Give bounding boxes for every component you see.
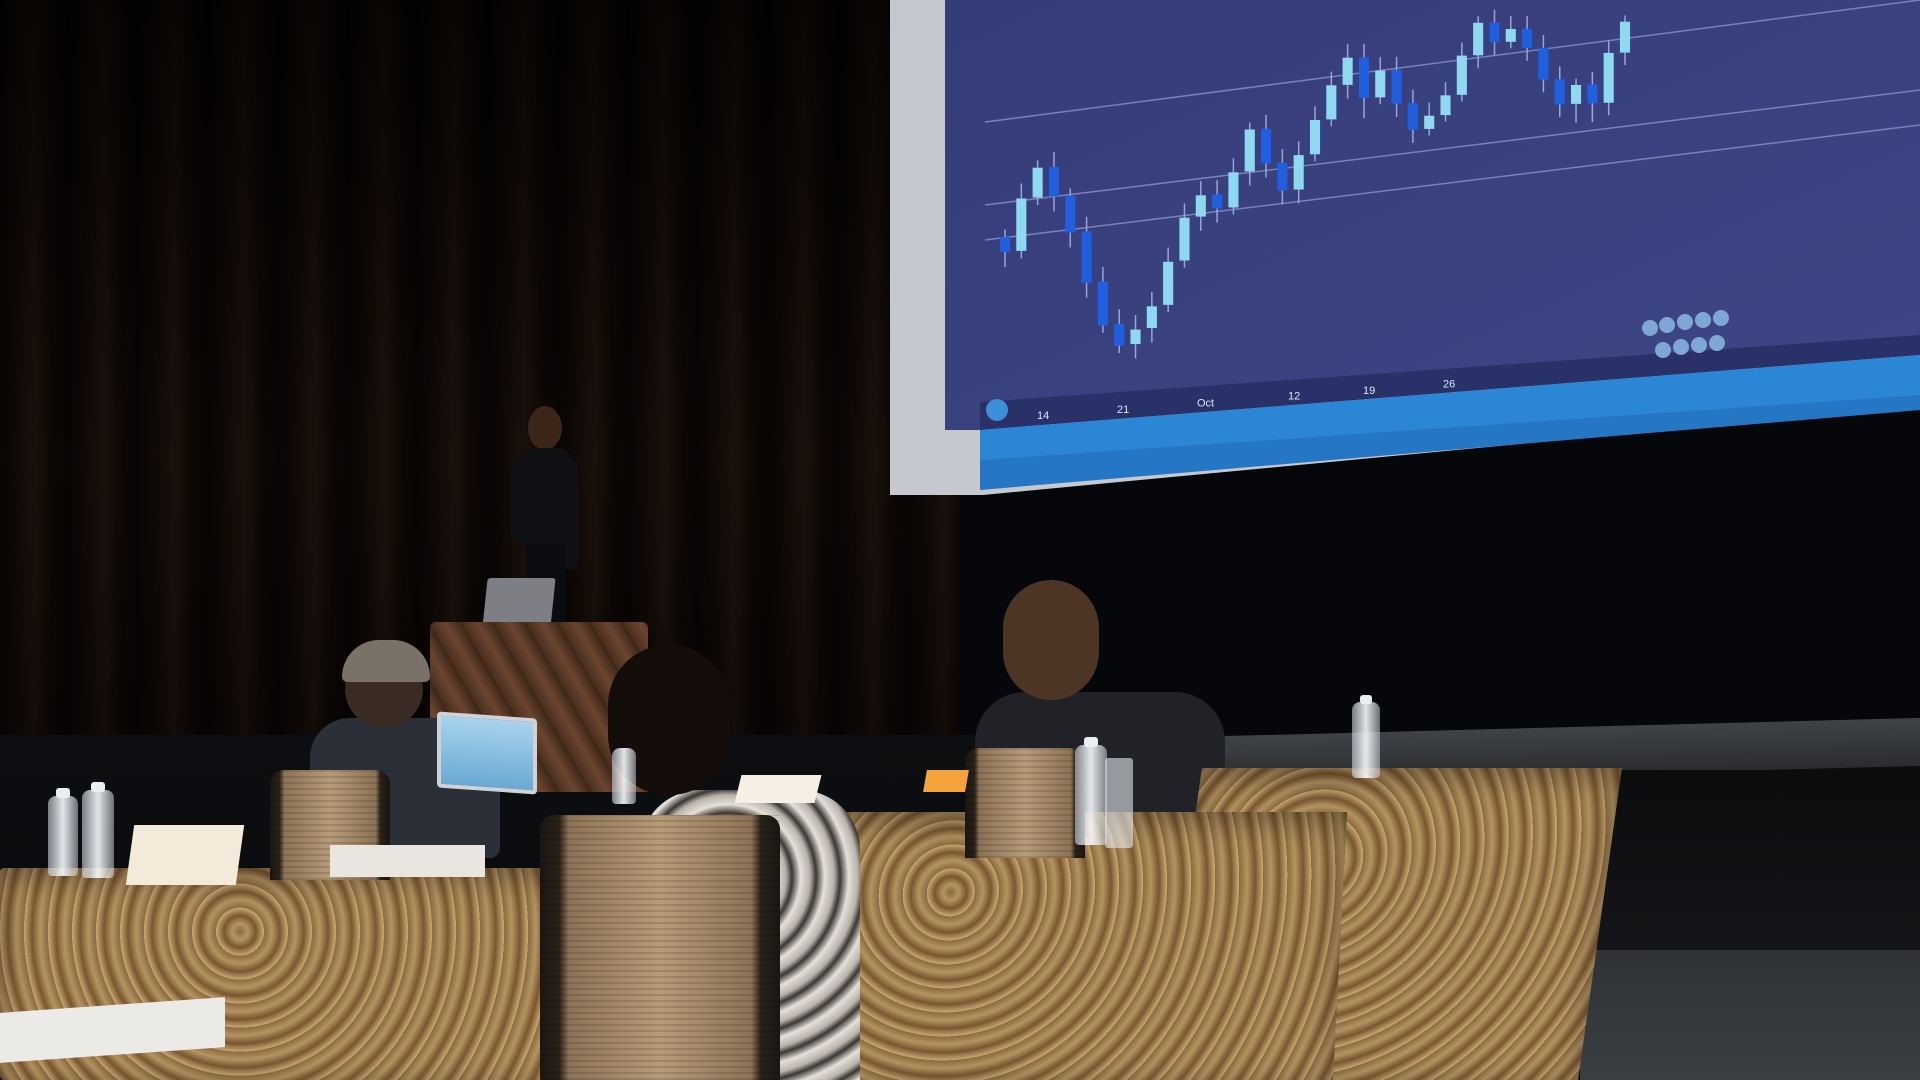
time-axis-band bbox=[980, 335, 1920, 430]
candle-body bbox=[1293, 155, 1304, 190]
name-tent bbox=[734, 775, 822, 803]
candle-body bbox=[1554, 79, 1565, 105]
cup bbox=[1105, 758, 1133, 848]
candle-body bbox=[1065, 195, 1076, 233]
attendee-right-head bbox=[1003, 580, 1099, 700]
candle-body bbox=[1440, 95, 1451, 116]
attendee-laptop-screen bbox=[437, 711, 537, 795]
chair-front bbox=[540, 815, 780, 1080]
x-axis-ticks: 14 21 Oct 12 19 26 bbox=[1037, 379, 1455, 422]
water-bottle bbox=[612, 748, 636, 804]
x-tick-label: 26 bbox=[1443, 379, 1455, 391]
candle-body bbox=[1375, 70, 1386, 98]
trend-line bbox=[984, 89, 1920, 206]
candle-body bbox=[1522, 28, 1533, 49]
candle-body bbox=[1407, 103, 1418, 130]
candle-body bbox=[1342, 57, 1353, 85]
x-tick-label: Oct bbox=[1197, 398, 1214, 410]
candle-body bbox=[1603, 52, 1614, 103]
candle-body bbox=[1195, 195, 1206, 217]
projection-screen: 14 21 Oct 12 19 26 bbox=[945, 0, 1920, 490]
candlestick-series bbox=[999, 9, 1631, 359]
candle-body bbox=[999, 237, 1011, 253]
candle-body bbox=[1228, 172, 1239, 208]
candle-body bbox=[1032, 167, 1043, 198]
candle-body bbox=[1130, 329, 1141, 345]
candle-body bbox=[1260, 128, 1272, 164]
candle-body bbox=[1391, 70, 1402, 104]
candle-body bbox=[1114, 323, 1125, 346]
candle-body bbox=[1163, 261, 1174, 305]
candle-body bbox=[1424, 115, 1435, 129]
pattern-markers bbox=[1642, 310, 1729, 358]
candle-body bbox=[1048, 166, 1060, 197]
candle-body bbox=[1456, 55, 1467, 95]
candle-body bbox=[1473, 22, 1484, 56]
sticky-note bbox=[923, 770, 969, 792]
candle-body bbox=[1489, 22, 1500, 43]
water-bottle bbox=[48, 796, 78, 876]
candle-body bbox=[1309, 120, 1321, 155]
candle-body bbox=[1570, 84, 1582, 104]
chart-background bbox=[945, 0, 1920, 430]
candle-body bbox=[1081, 231, 1092, 283]
name-tent bbox=[125, 825, 245, 885]
x-tick-label: 21 bbox=[1117, 404, 1129, 416]
candle-body bbox=[1016, 198, 1027, 251]
candle-body bbox=[1619, 21, 1631, 53]
support-resistance-lines bbox=[984, 0, 1920, 241]
chair-right bbox=[965, 748, 1085, 858]
candle-body bbox=[1179, 217, 1190, 261]
candle-body bbox=[1326, 85, 1337, 120]
x-tick-label: 19 bbox=[1363, 385, 1375, 397]
candle-body bbox=[1146, 306, 1157, 328]
baseball-cap bbox=[342, 640, 430, 682]
candle-body bbox=[1244, 129, 1255, 172]
water-bottle bbox=[82, 790, 114, 878]
water-bottle bbox=[1075, 745, 1107, 845]
candle-body bbox=[1538, 47, 1549, 80]
x-tick-label: 12 bbox=[1288, 391, 1300, 403]
candle-body bbox=[1277, 162, 1288, 191]
candle-body bbox=[1358, 57, 1370, 98]
water-bottle bbox=[1352, 702, 1380, 778]
trend-line bbox=[984, 124, 1920, 241]
candle-body bbox=[1587, 84, 1598, 104]
candle-body bbox=[1505, 28, 1516, 42]
x-tick-label: 14 bbox=[1037, 410, 1049, 422]
candle-body bbox=[1097, 281, 1108, 326]
floor bbox=[1580, 950, 1920, 1080]
presenter-laptop bbox=[482, 578, 556, 628]
notebook bbox=[330, 845, 485, 877]
candle-body bbox=[1212, 194, 1223, 209]
chart-settings-icon bbox=[986, 399, 1008, 421]
trend-line bbox=[984, 0, 1920, 123]
